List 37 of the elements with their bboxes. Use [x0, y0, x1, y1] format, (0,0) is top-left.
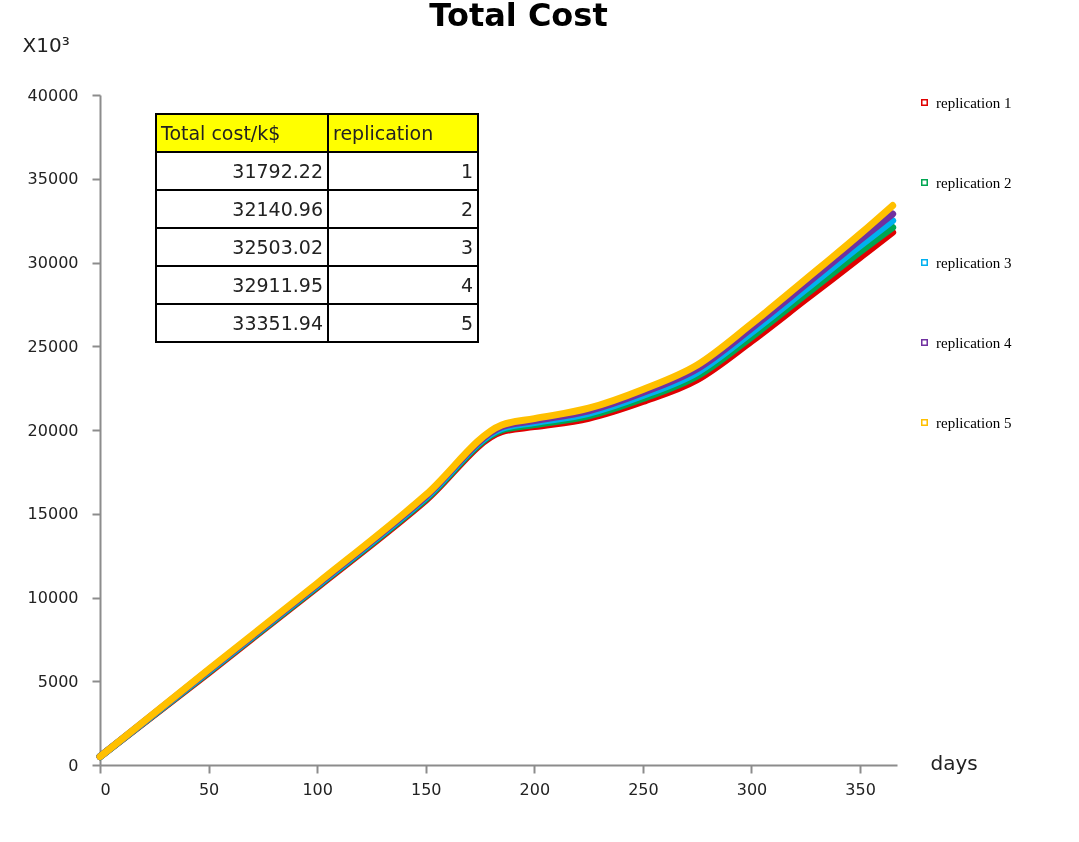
annotation: 2 [328, 190, 478, 228]
x-tick-label: 200 [519, 779, 551, 799]
annotation: 32140.96 [156, 190, 328, 228]
annotation: 32503.02 [156, 228, 328, 266]
y-tick-label: 25000 [27, 336, 79, 356]
y-tick-label: 30000 [27, 253, 79, 272]
annotation: Total cost/k$ [156, 114, 328, 152]
y-tick-label: 5000 [37, 671, 79, 691]
annotation: 3 [328, 228, 478, 266]
annotation: 31792.22 [156, 152, 328, 190]
annotation: 4 [328, 266, 478, 304]
annotation: replication [328, 114, 478, 152]
x-tick-label: 100 [302, 779, 333, 799]
y-tick-label: 10000 [27, 588, 79, 607]
legend-label: replication 4 [936, 334, 1012, 351]
y-axis-title: X10³ [22, 32, 70, 57]
x-tick-label: 0 [100, 779, 111, 799]
x-tick-label: 350 [845, 779, 876, 799]
x-axis-title: days [930, 750, 978, 775]
legend-label: replication 2 [936, 174, 1012, 191]
chart-title: Total Cost [429, 0, 608, 34]
annotation: 5 [328, 304, 478, 342]
legend-label: replication 3 [936, 254, 1012, 271]
annotation: 32911.95 [156, 266, 328, 304]
y-tick-label: 20000 [27, 420, 79, 440]
x-tick-label: 300 [736, 779, 768, 799]
x-tick-label: 50 [198, 779, 220, 799]
y-tick-label: 15000 [27, 504, 79, 524]
legend-label: replication 5 [936, 414, 1012, 431]
y-tick-label: 40000 [27, 85, 79, 105]
y-tick-label: 0 [68, 755, 79, 775]
legend-label: replication 1 [936, 94, 1012, 111]
annotation: 1 [328, 152, 478, 190]
y-tick-label: 35000 [27, 169, 79, 189]
x-tick-label: 250 [628, 779, 659, 799]
annotation: 33351.94 [156, 304, 328, 342]
x-tick-label: 150 [410, 779, 442, 799]
